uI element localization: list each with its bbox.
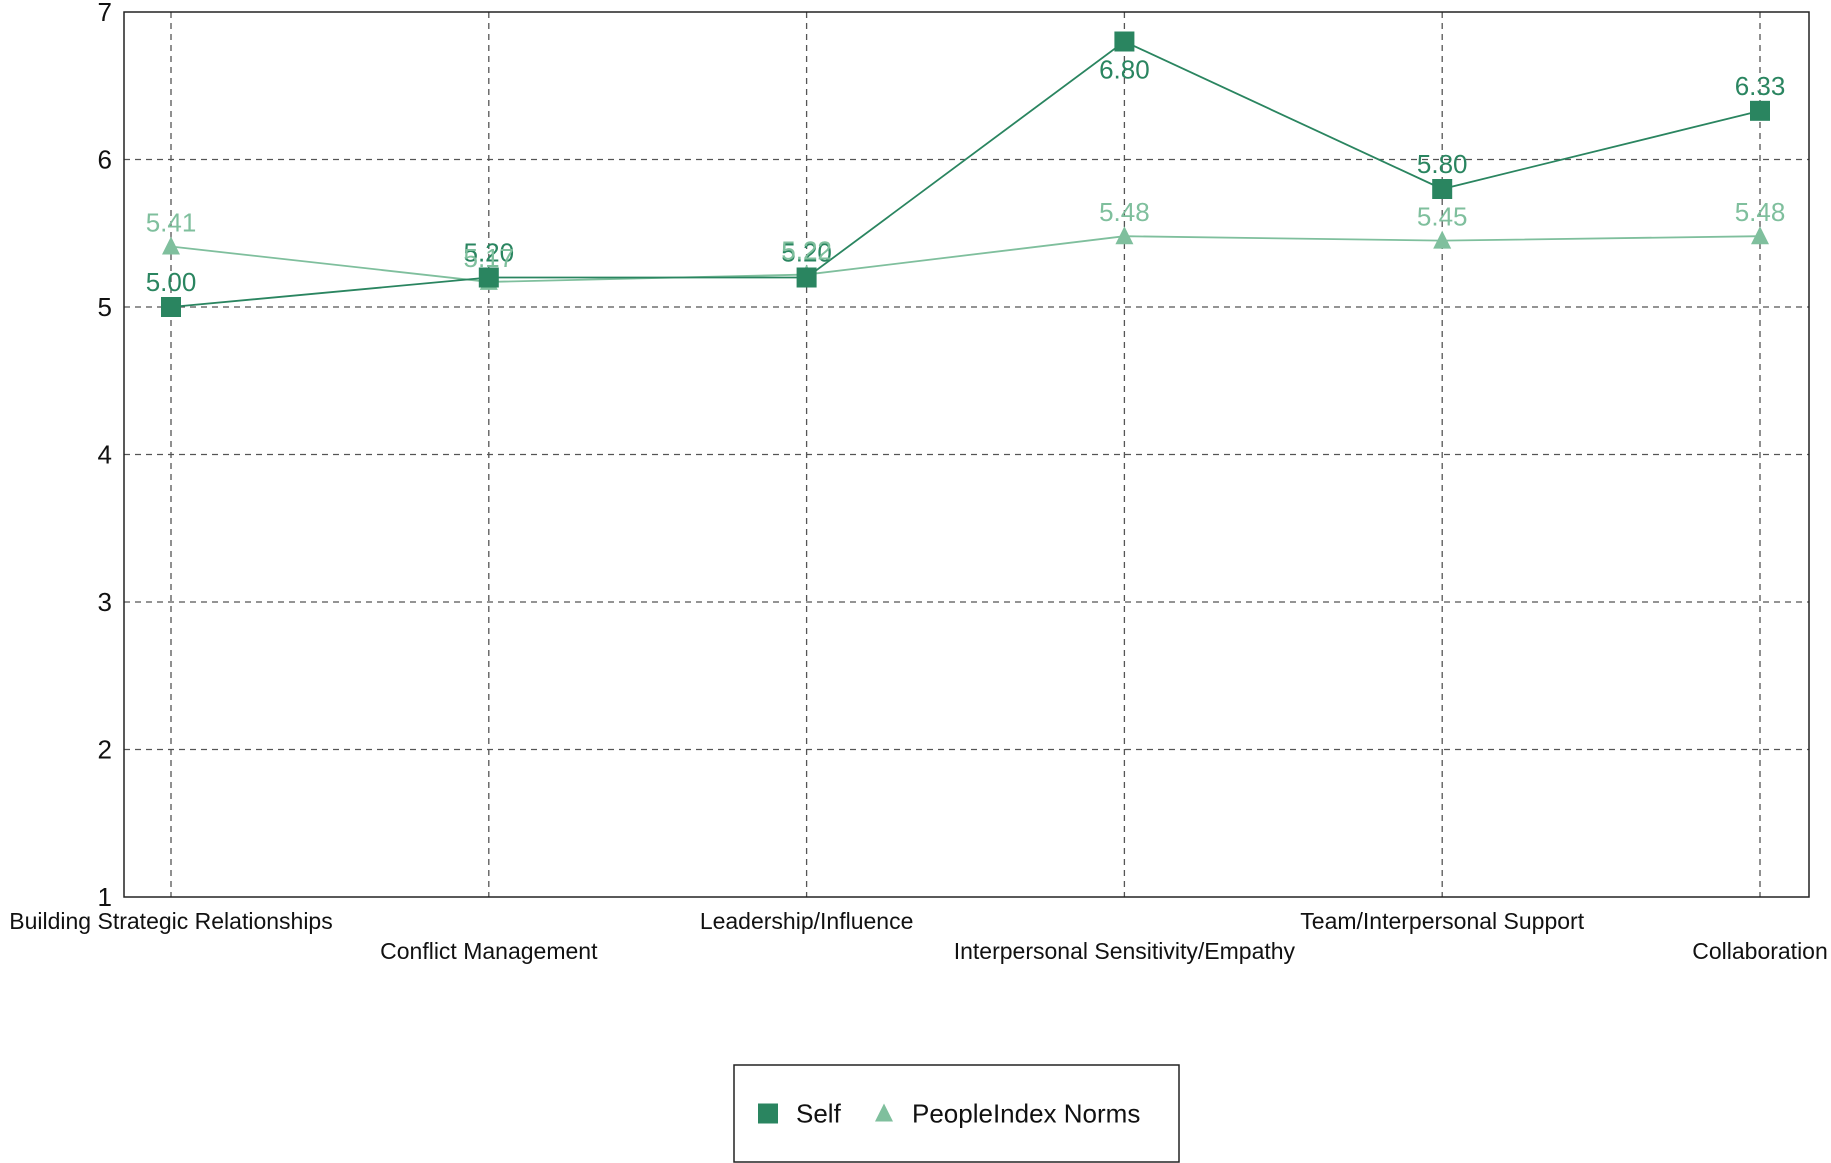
data-point-square	[1114, 31, 1135, 52]
data-labels: 5.00 5.20 5.20 6.80 5.80 6.33 5.41 5.17 5.22 5.48…	[146, 55, 1786, 298]
data-label: 5.20	[463, 238, 514, 268]
legend: Self PeopleIndex Norms	[733, 1064, 1180, 1163]
x-tick-label: Building Strategic Relationships	[9, 908, 332, 934]
y-tick-label: 3	[98, 587, 112, 617]
x-tick-label: Collaboration	[1692, 938, 1828, 964]
data-label: 5.48	[1099, 197, 1150, 227]
x-axis: Building Strategic Relationships Conflict…	[9, 908, 1828, 964]
series-norms	[162, 226, 1769, 290]
data-label: 6.33	[1735, 71, 1786, 101]
series-group: 5.00 5.20 5.20 6.80 5.80 6.33 5.41 5.17 5.22 5.48…	[146, 31, 1786, 317]
data-label: 5.00	[146, 267, 197, 297]
series-line	[170, 235, 1761, 283]
series-line	[170, 40, 1761, 308]
data-point-triangle	[1115, 226, 1134, 245]
legend-marker-triangle	[875, 1103, 893, 1122]
data-point-triangle	[1751, 226, 1769, 245]
grid	[124, 12, 1809, 897]
x-tick-label: Interpersonal Sensitivity/Empathy	[954, 938, 1296, 964]
data-point-square	[161, 297, 181, 317]
data-point-square	[478, 267, 499, 288]
data-label: 5.45	[1417, 202, 1468, 232]
series-self	[161, 31, 1770, 317]
y-tick-label: 1	[98, 882, 112, 912]
legend-label-norms: PeopleIndex Norms	[912, 1099, 1140, 1129]
data-label: 5.20	[781, 238, 832, 268]
data-point-triangle	[1433, 230, 1452, 249]
legend-marker-square	[758, 1103, 778, 1124]
data-label: 6.80	[1099, 55, 1150, 85]
data-point-square	[1432, 179, 1453, 199]
legend-box	[733, 1064, 1180, 1163]
y-axis: 1 2 3 4 5 6 7	[98, 0, 112, 912]
y-tick-label: 7	[98, 0, 112, 27]
data-point-triangle	[162, 236, 180, 255]
legend-label-self: Self	[796, 1099, 842, 1129]
y-tick-label: 2	[98, 735, 112, 765]
y-tick-label: 6	[98, 145, 112, 175]
plot-area	[123, 11, 1810, 898]
data-label: 5.17	[463, 243, 514, 273]
x-tick-label: Conflict Management	[380, 938, 598, 964]
x-tick-label: Leadership/Influence	[700, 908, 914, 934]
data-point-square	[796, 267, 817, 288]
data-label: 5.22	[781, 236, 832, 266]
data-label: 5.80	[1417, 149, 1468, 179]
data-label: 5.41	[146, 208, 197, 238]
data-point-square	[1750, 100, 1770, 121]
x-tick-label: Team/Interpersonal Support	[1300, 908, 1584, 934]
y-tick-label: 5	[98, 292, 112, 322]
data-label: 5.48	[1735, 197, 1786, 227]
y-tick-label: 4	[98, 440, 112, 470]
